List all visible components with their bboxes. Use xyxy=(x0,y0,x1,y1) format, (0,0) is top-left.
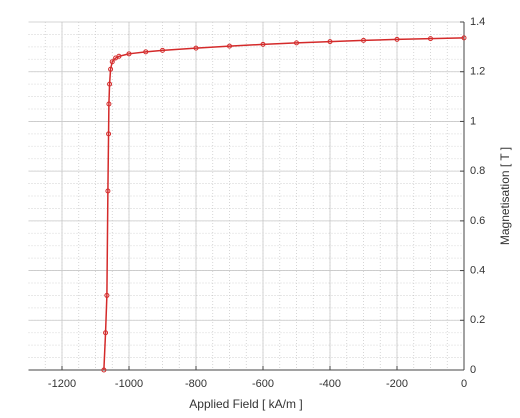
x-tick-label: 0 xyxy=(461,378,467,390)
y-tick-label: 0 xyxy=(470,364,476,376)
data-point xyxy=(394,36,400,42)
data-line xyxy=(103,37,465,371)
x-tick-label: -1200 xyxy=(48,378,76,390)
data-point xyxy=(106,101,112,107)
data-point xyxy=(327,39,333,45)
y-tick-label: 0.6 xyxy=(470,215,485,227)
data-point xyxy=(428,36,433,42)
y-tick-label: 0.4 xyxy=(470,264,485,276)
y-tick-label: 0.8 xyxy=(470,165,485,177)
data-point xyxy=(294,40,299,46)
data-point xyxy=(109,59,115,65)
data-point xyxy=(104,292,110,298)
y-axis-label: Magnetisation [ T ] xyxy=(498,147,512,245)
x-axis-label: Applied Field [ kA/m ] xyxy=(189,397,302,411)
data-point xyxy=(103,330,109,336)
x-tick-label: -600 xyxy=(252,378,274,390)
y-tick-label: 0.2 xyxy=(470,314,485,326)
x-tick-label: -800 xyxy=(185,378,207,390)
data-point xyxy=(461,35,467,41)
x-tick-label: -1000 xyxy=(115,378,143,390)
y-tick-label: 1.2 xyxy=(470,66,485,78)
data-point xyxy=(126,51,132,57)
y-tick-label: 1.4 xyxy=(470,16,485,28)
data-point xyxy=(106,131,112,137)
data-point xyxy=(160,47,165,53)
data-point xyxy=(101,367,107,373)
data-point xyxy=(105,188,111,194)
data-point xyxy=(116,53,122,59)
y-tick-label: 1 xyxy=(470,115,476,127)
data-point xyxy=(361,37,366,43)
x-tick-label: -400 xyxy=(319,378,341,390)
data-point xyxy=(227,43,232,49)
data-point xyxy=(193,45,199,51)
data-point xyxy=(108,66,114,72)
data-point xyxy=(107,81,113,87)
x-tick-label: -200 xyxy=(386,378,408,390)
data-point xyxy=(260,41,266,47)
data-point xyxy=(143,49,149,55)
